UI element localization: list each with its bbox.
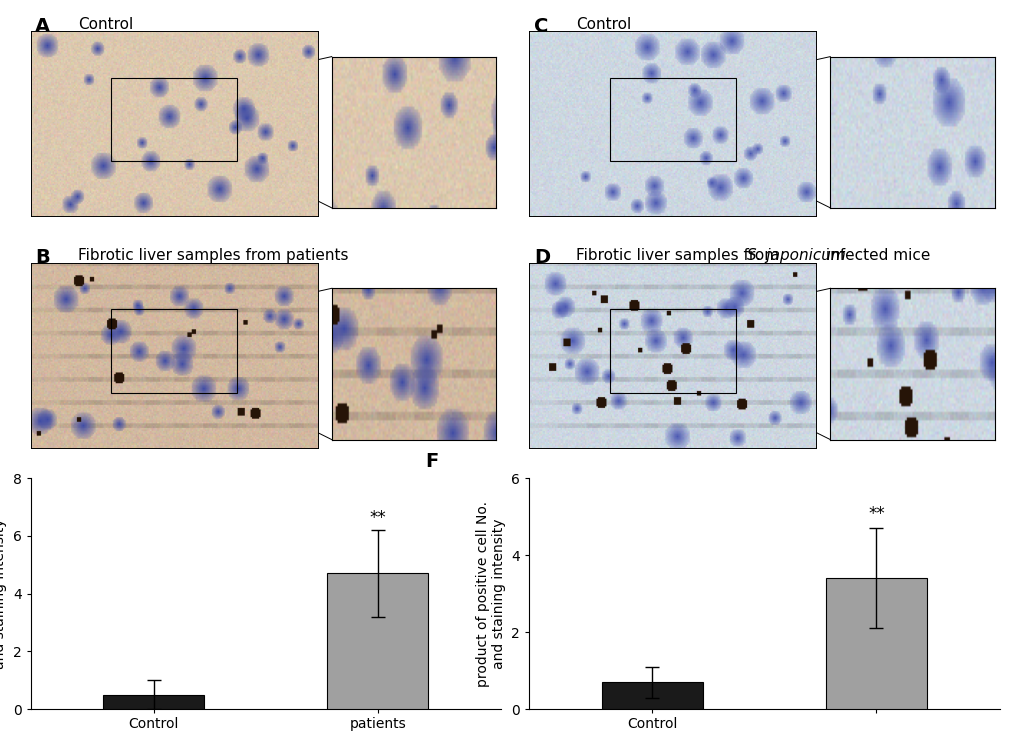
Y-axis label: product of positive cell No.
and staining intensity: product of positive cell No. and stainin… xyxy=(0,501,7,686)
Y-axis label: product of positive cell No.
and staining intensity: product of positive cell No. and stainin… xyxy=(475,501,505,686)
Text: Control: Control xyxy=(576,17,631,31)
Bar xyxy=(327,573,428,709)
Text: **: ** xyxy=(369,509,386,526)
Text: Fibrotic liver samples from patients: Fibrotic liver samples from patients xyxy=(77,249,347,263)
Text: Control: Control xyxy=(77,17,132,31)
Text: S. japonicum: S. japonicum xyxy=(747,249,846,263)
Text: D: D xyxy=(533,249,549,268)
Text: F: F xyxy=(425,452,438,471)
Bar xyxy=(601,682,702,709)
Bar xyxy=(103,694,204,709)
Bar xyxy=(825,578,926,709)
Text: B: B xyxy=(36,249,50,268)
Text: Fibrotic liver samples from: Fibrotic liver samples from xyxy=(576,249,784,263)
Text: C: C xyxy=(533,17,548,36)
Text: A: A xyxy=(36,17,50,36)
Text: **: ** xyxy=(867,506,883,523)
Text: infected mice: infected mice xyxy=(820,249,929,263)
